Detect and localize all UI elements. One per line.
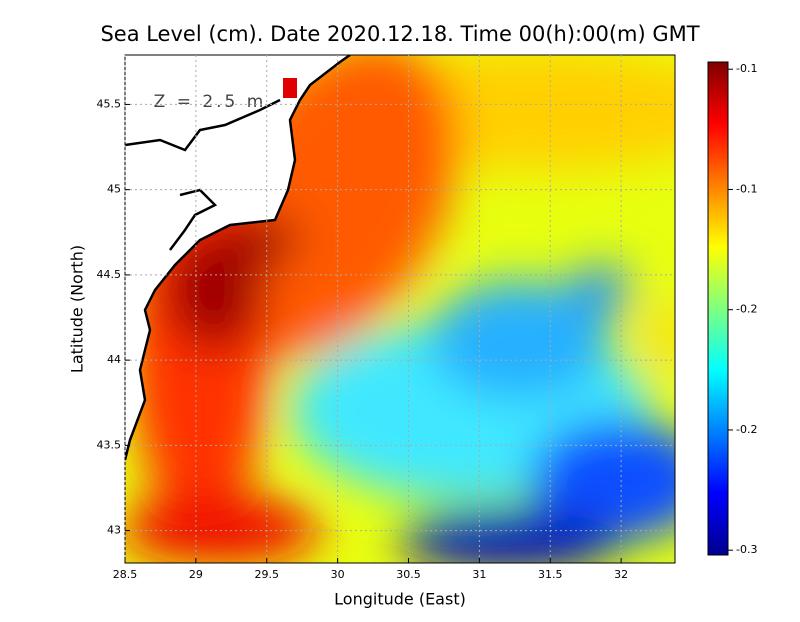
y-tick-label: 43.5 [97,438,122,451]
colorbar [707,61,729,556]
x-tick-label: 31 [472,568,486,581]
x-tick-label: 28.5 [113,568,138,581]
colorbar-tick-label: -0.2 [736,423,757,436]
y-tick-label: 44.5 [97,268,122,281]
field [125,55,675,563]
colorbar-tick-label: -0.3 [736,543,757,556]
x-tick-label: 31.5 [538,568,563,581]
colorbar-tick-label: -0.2 [736,303,757,316]
y-tick-label: 44 [107,353,121,366]
y-tick-label: 45.5 [97,97,122,110]
y-tick-label: 43 [107,524,121,537]
x-axis-label: Longitude (East) [334,590,466,609]
chart-title: Sea Level (cm). Date 2020.12.18. Time 00… [100,22,699,46]
plot-frame [124,54,676,564]
annotation: Z = 2.5 m [154,92,267,112]
colorbar-tick-label: -0.1 [736,182,757,195]
colorbar-tick-label: -0.1 [736,62,757,75]
x-tick-label: 30.5 [396,568,421,581]
y-axis-label: Latitude (North) [68,245,87,373]
y-tick-label: 45 [107,183,121,196]
x-tick-label: 29 [189,568,203,581]
x-tick-label: 30 [331,568,345,581]
x-tick-label: 32 [614,568,628,581]
x-tick-label: 29.5 [255,568,280,581]
